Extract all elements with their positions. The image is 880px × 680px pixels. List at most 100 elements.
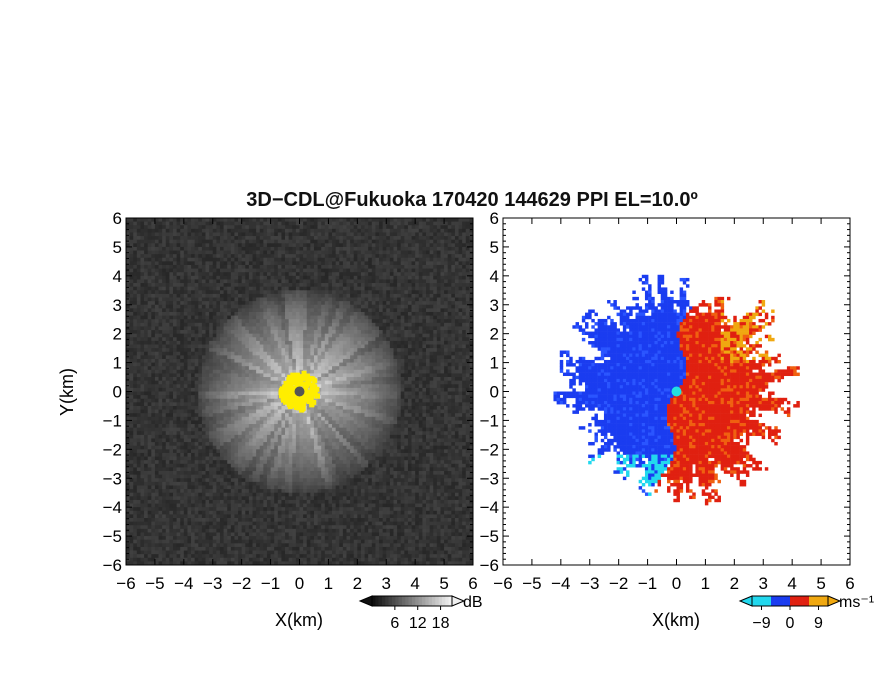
reflectivity-cell <box>357 395 362 400</box>
reflectivity-cell <box>411 297 416 302</box>
reflectivity-cell <box>433 366 438 371</box>
reflectivity-cell <box>216 257 221 262</box>
reflectivity-cell <box>212 261 217 266</box>
reflectivity-cell <box>346 225 351 230</box>
reflectivity-cell <box>270 348 275 353</box>
reflectivity-cell <box>187 254 192 259</box>
reflectivity-cell <box>245 279 250 284</box>
reflectivity-cell <box>241 304 246 309</box>
reflectivity-cell <box>176 257 181 262</box>
reflectivity-cell <box>176 264 181 269</box>
reflectivity-cell <box>400 250 405 255</box>
reflectivity-cell <box>346 254 351 259</box>
reflectivity-cell <box>201 239 206 244</box>
reflectivity-cell <box>144 330 149 335</box>
reflectivity-cell <box>310 315 315 320</box>
reflectivity-cell <box>404 395 409 400</box>
reflectivity-cell <box>371 395 376 400</box>
reflectivity-cell <box>375 340 380 345</box>
reflectivity-cell <box>212 275 217 280</box>
reflectivity-cell <box>447 301 452 306</box>
reflectivity-cell <box>205 290 210 295</box>
reflectivity-cell <box>241 398 246 403</box>
reflectivity-cell <box>368 268 373 273</box>
reflectivity-cell <box>339 264 344 269</box>
reflectivity-cell <box>256 395 261 400</box>
reflectivity-cell <box>144 322 149 327</box>
reflectivity-cell <box>386 333 391 338</box>
reflectivity-cell <box>198 225 203 230</box>
reflectivity-cell <box>285 348 290 353</box>
reflectivity-cell <box>183 333 188 338</box>
reflectivity-cell <box>151 304 156 309</box>
reflectivity-cell <box>259 286 264 291</box>
reflectivity-cell <box>313 358 318 363</box>
reflectivity-cell <box>339 225 344 230</box>
reflectivity-cell <box>364 283 369 288</box>
reflectivity-cell <box>140 275 145 280</box>
reflectivity-cell <box>447 308 452 313</box>
reflectivity-cell <box>353 355 358 360</box>
reflectivity-cell <box>353 250 358 255</box>
reflectivity-cell <box>458 366 463 371</box>
reflectivity-cell <box>248 373 253 378</box>
reflectivity-cell <box>176 218 181 223</box>
reflectivity-cell <box>371 290 376 295</box>
reflectivity-cell <box>368 275 373 280</box>
reflectivity-cell <box>350 340 355 345</box>
reflectivity-cell <box>216 340 221 345</box>
reflectivity-cell <box>129 366 134 371</box>
reflectivity-cell <box>292 232 297 237</box>
reflectivity-cell <box>324 228 329 233</box>
reflectivity-cell <box>223 384 228 389</box>
reflectivity-cell <box>292 218 297 223</box>
reflectivity-cell <box>129 344 134 349</box>
reflectivity-cell <box>129 218 134 223</box>
reflectivity-cell <box>375 264 380 269</box>
reflectivity-cell <box>281 337 286 342</box>
reflectivity-cell <box>292 344 297 349</box>
reflectivity-cell <box>180 373 185 378</box>
reflectivity-cell <box>436 366 441 371</box>
reflectivity-cell <box>440 337 445 342</box>
reflectivity-cell <box>353 228 358 233</box>
reflectivity-cell <box>339 232 344 237</box>
reflectivity-cell <box>429 311 434 316</box>
reflectivity-cell <box>140 337 145 342</box>
reflectivity-cell <box>357 348 362 353</box>
reflectivity-cell <box>241 348 246 353</box>
reflectivity-cell <box>440 275 445 280</box>
reflectivity-cell <box>375 268 380 273</box>
reflectivity-cell <box>295 228 300 233</box>
reflectivity-cell <box>270 377 275 382</box>
reflectivity-cell <box>310 333 315 338</box>
reflectivity-cell <box>187 340 192 345</box>
reflectivity-cell <box>407 348 412 353</box>
reflectivity-cell <box>209 232 214 237</box>
reflectivity-cell <box>306 232 311 237</box>
reflectivity-cell <box>321 297 326 302</box>
reflectivity-cell <box>205 221 210 226</box>
reflectivity-cell <box>158 333 163 338</box>
reflectivity-cell <box>426 330 431 335</box>
reflectivity-cell <box>270 272 275 277</box>
reflectivity-cell <box>136 283 141 288</box>
reflectivity-cell <box>172 239 177 244</box>
reflectivity-cell <box>172 232 177 237</box>
reflectivity-cell <box>462 398 467 403</box>
reflectivity-cell <box>165 311 170 316</box>
reflectivity-cell <box>379 373 384 378</box>
reflectivity-cell <box>364 351 369 356</box>
reflectivity-cell <box>183 377 188 382</box>
reflectivity-cell <box>274 402 279 407</box>
reflectivity-cell <box>133 272 138 277</box>
reflectivity-cell <box>462 384 467 389</box>
reflectivity-cell <box>389 351 394 356</box>
reflectivity-cell <box>183 344 188 349</box>
reflectivity-cell <box>465 333 470 338</box>
reflectivity-cell <box>393 221 398 226</box>
reflectivity-cell <box>346 362 351 367</box>
reflectivity-cell <box>418 391 423 396</box>
reflectivity-cell <box>465 398 470 403</box>
reflectivity-cell <box>353 384 358 389</box>
